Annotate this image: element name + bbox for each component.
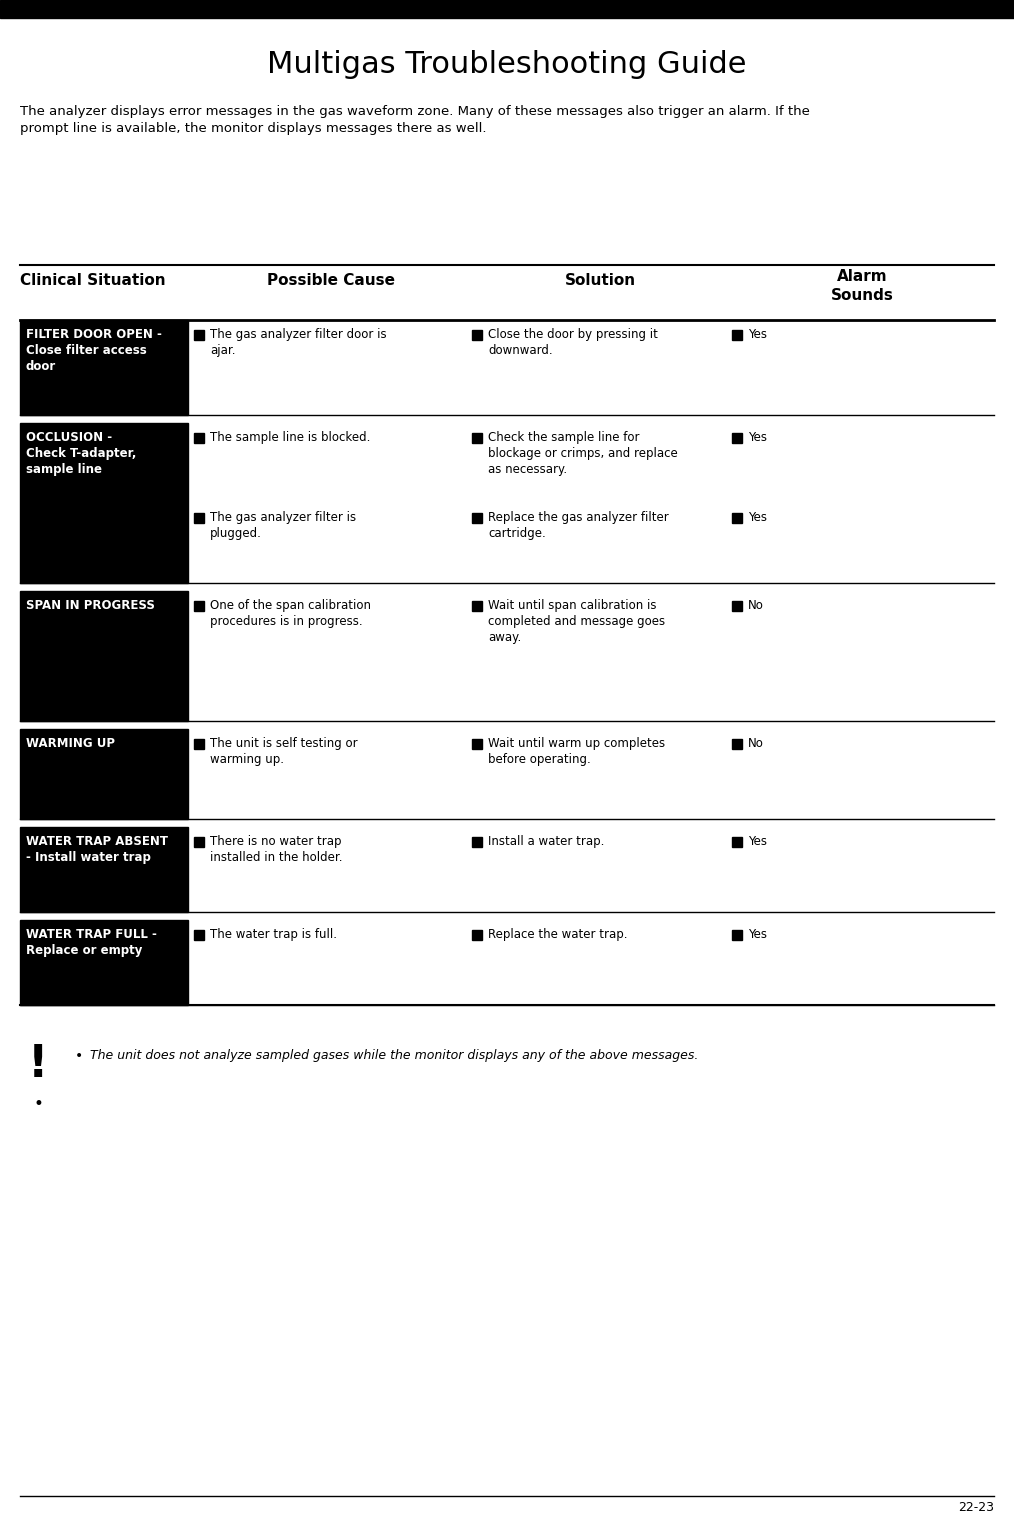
- Text: Wait until span calibration is
completed and message goes
away.: Wait until span calibration is completed…: [488, 600, 665, 644]
- Text: prompt line is available, the monitor displays messages there as well.: prompt line is available, the monitor di…: [20, 122, 487, 134]
- Text: OCCLUSION -
Check T-adapter,
sample line: OCCLUSION - Check T-adapter, sample line: [26, 430, 136, 476]
- Text: The analyzer displays error messages in the gas waveform zone. Many of these mes: The analyzer displays error messages in …: [20, 105, 810, 118]
- Bar: [20, 320, 188, 415]
- Bar: [732, 739, 742, 749]
- Bar: [20, 591, 188, 720]
- Text: No: No: [748, 737, 764, 749]
- Text: !: !: [27, 1042, 49, 1087]
- Bar: [194, 513, 204, 523]
- Bar: [472, 433, 482, 443]
- Text: Possible Cause: Possible Cause: [267, 273, 395, 288]
- Bar: [20, 729, 188, 819]
- Text: No: No: [748, 600, 764, 612]
- Text: Yes: Yes: [748, 430, 767, 444]
- Text: Yes: Yes: [748, 328, 767, 340]
- Bar: [20, 920, 188, 1006]
- Bar: [732, 433, 742, 443]
- Bar: [20, 423, 188, 583]
- Bar: [472, 330, 482, 340]
- Text: One of the span calibration
procedures is in progress.: One of the span calibration procedures i…: [210, 600, 371, 629]
- Bar: [194, 330, 204, 340]
- Text: •: •: [33, 1096, 43, 1112]
- Bar: [472, 601, 482, 610]
- Text: WATER TRAP ABSENT
- Install water trap: WATER TRAP ABSENT - Install water trap: [26, 835, 168, 864]
- Text: FILTER DOOR OPEN -
Close filter access
door: FILTER DOOR OPEN - Close filter access d…: [26, 328, 162, 372]
- Bar: [194, 601, 204, 610]
- Text: Replace the water trap.: Replace the water trap.: [488, 928, 628, 942]
- Bar: [194, 739, 204, 749]
- Text: Alarm
Sounds: Alarm Sounds: [830, 269, 893, 302]
- Text: The unit is self testing or
warming up.: The unit is self testing or warming up.: [210, 737, 358, 766]
- Text: Replace the gas analyzer filter
cartridge.: Replace the gas analyzer filter cartridg…: [488, 511, 669, 540]
- Bar: [194, 929, 204, 940]
- Bar: [472, 739, 482, 749]
- Text: Yes: Yes: [748, 928, 767, 942]
- Bar: [732, 513, 742, 523]
- Text: Solution: Solution: [565, 273, 636, 288]
- Bar: [194, 433, 204, 443]
- Text: WARMING UP: WARMING UP: [26, 737, 115, 749]
- Text: Wait until warm up completes
before operating.: Wait until warm up completes before oper…: [488, 737, 665, 766]
- Bar: [472, 513, 482, 523]
- Bar: [732, 836, 742, 847]
- Text: WATER TRAP FULL -
Replace or empty: WATER TRAP FULL - Replace or empty: [26, 928, 157, 957]
- Text: 22-23: 22-23: [958, 1502, 994, 1514]
- Text: Yes: Yes: [748, 835, 767, 848]
- Bar: [732, 330, 742, 340]
- Text: Clinical Situation: Clinical Situation: [20, 273, 165, 288]
- Bar: [732, 601, 742, 610]
- Text: The gas analyzer filter door is
ajar.: The gas analyzer filter door is ajar.: [210, 328, 386, 357]
- Bar: [194, 836, 204, 847]
- Text: SPAN IN PROGRESS: SPAN IN PROGRESS: [26, 600, 155, 612]
- Text: The sample line is blocked.: The sample line is blocked.: [210, 430, 370, 444]
- Text: The gas analyzer filter is
plugged.: The gas analyzer filter is plugged.: [210, 511, 356, 540]
- Bar: [732, 929, 742, 940]
- Text: Multigas Troubleshooting Guide: Multigas Troubleshooting Guide: [268, 50, 746, 79]
- Text: The water trap is full.: The water trap is full.: [210, 928, 337, 942]
- Bar: [472, 929, 482, 940]
- Text: Close the door by pressing it
downward.: Close the door by pressing it downward.: [488, 328, 658, 357]
- Text: There is no water trap
installed in the holder.: There is no water trap installed in the …: [210, 835, 343, 864]
- Text: Check the sample line for
blockage or crimps, and replace
as necessary.: Check the sample line for blockage or cr…: [488, 430, 677, 476]
- Text: The unit does not analyze sampled gases while the monitor displays any of the ab: The unit does not analyze sampled gases …: [90, 1048, 699, 1062]
- Text: Install a water trap.: Install a water trap.: [488, 835, 604, 848]
- Text: Yes: Yes: [748, 511, 767, 523]
- Text: •: •: [75, 1048, 83, 1064]
- Bar: [0, 0, 1014, 18]
- Bar: [472, 836, 482, 847]
- Bar: [20, 827, 188, 913]
